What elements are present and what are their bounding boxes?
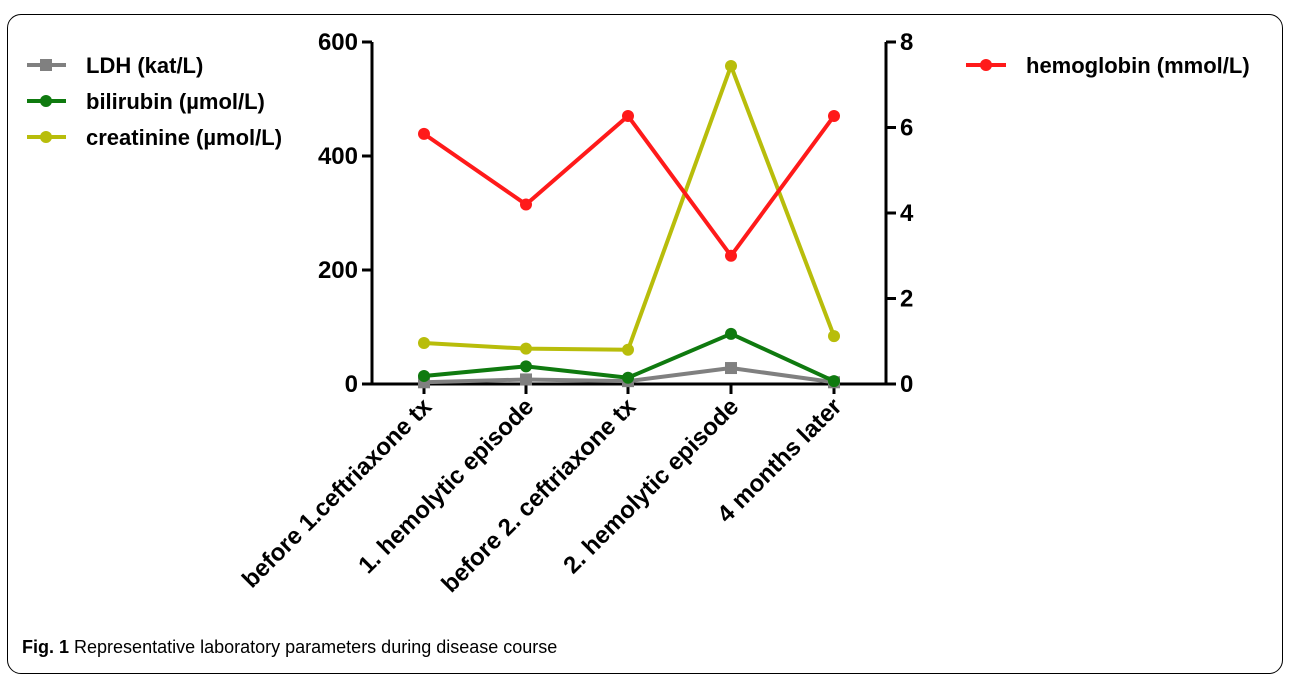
- data-point: [520, 360, 532, 373]
- series-line: [423, 63, 836, 352]
- data-point: [418, 127, 430, 140]
- legend-swatch-marker: [40, 131, 52, 143]
- data-point: [828, 330, 840, 343]
- legend-label: creatinine (µmol/L): [86, 125, 282, 150]
- left-y-tick-label: 0: [345, 371, 358, 398]
- left-y-tick-label: 600: [318, 29, 358, 56]
- left-y-tick-label: 400: [318, 143, 358, 170]
- legend-label: LDH (kat/L): [86, 53, 203, 78]
- data-point: [725, 327, 737, 340]
- data-point: [418, 370, 430, 383]
- data-point: [622, 343, 634, 356]
- x-category-label: 2. hemolytic episode: [558, 393, 744, 579]
- figure-caption: Fig. 1 Representative laboratory paramet…: [22, 637, 557, 658]
- x-category-label: before 2. ceftriaxone tx: [436, 393, 641, 598]
- legend-label: bilirubin (µmol/L): [86, 89, 265, 114]
- caption-label: Fig. 1: [22, 637, 70, 657]
- right-y-tick-label: 2: [900, 286, 913, 313]
- x-category-label: 1. hemolytic episode: [353, 393, 539, 579]
- caption-text: Representative laboratory parameters dur…: [74, 637, 558, 657]
- data-point: [725, 362, 737, 375]
- data-point: [828, 109, 840, 122]
- data-point: [520, 198, 532, 211]
- data-point: [520, 342, 532, 355]
- data-point: [622, 109, 634, 122]
- legend-swatch-marker: [980, 59, 992, 71]
- data-point: [418, 336, 430, 349]
- data-point: [622, 371, 634, 384]
- right-y-tick-label: 0: [900, 371, 913, 398]
- data-point: [725, 59, 737, 72]
- legend-swatch-marker: [40, 95, 52, 107]
- legend-label: hemoglobin (mmol/L): [1026, 53, 1250, 78]
- right-y-tick-label: 6: [900, 115, 913, 142]
- left-y-tick-label: 200: [318, 257, 358, 284]
- data-point: [725, 249, 737, 262]
- data-point: [520, 373, 532, 386]
- right-y-tick-label: 4: [900, 200, 914, 227]
- right-y-tick-label: 8: [900, 29, 913, 56]
- data-point: [828, 375, 840, 388]
- series-line: [422, 113, 836, 258]
- legend-swatch-marker: [40, 59, 52, 71]
- x-category-label: before 1.ceftriaxone tx: [237, 393, 438, 594]
